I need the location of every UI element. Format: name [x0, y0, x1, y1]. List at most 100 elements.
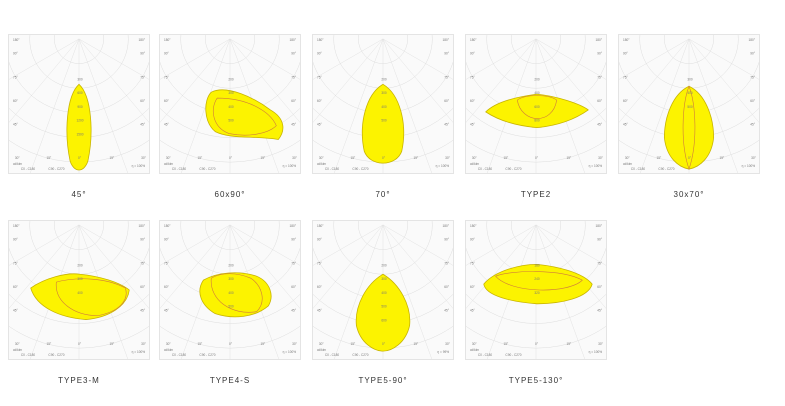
angle-label: 180° [139, 38, 146, 42]
grid-ray [688, 38, 739, 173]
legend-c0: C0 - C180 [631, 167, 646, 171]
legend-c90: C90 - C270 [658, 167, 674, 171]
grid-ray [535, 224, 586, 359]
grid-ray [382, 38, 433, 173]
polar-diagram: 200 300 400 500 600 180° 180° 90° 90° 75° 75° 60° 60… [312, 220, 454, 360]
angle-label: 90° [164, 52, 169, 56]
angle-label: 45° [444, 123, 449, 127]
legend-c0: C0 - C180 [21, 167, 36, 171]
grid-ray [313, 38, 384, 80]
unit-label: cd/klm [623, 162, 632, 166]
angle-label: 180° [164, 38, 171, 42]
angle-label: 30° [598, 156, 603, 160]
angle-label: 90° [470, 238, 475, 242]
grid-ray [535, 38, 606, 80]
unit-label: cd/klm [164, 348, 173, 352]
ring-value-label: 300 [381, 91, 386, 95]
grid-ray [78, 38, 149, 123]
grid-ray [229, 224, 300, 309]
ring-value-label: 400 [228, 105, 233, 109]
angle-label: 0° [535, 342, 539, 346]
beam-caption: TYPE5-90° [358, 376, 408, 385]
light-distribution-c0 [361, 83, 405, 164]
ring-value-label: 300 [381, 277, 386, 281]
grid-ray [78, 224, 129, 359]
polar-diagram: 300 400 500 180° 180° 90° 90° 75° 75° 60° 60° 45° 45… [618, 34, 760, 174]
grid-ray [78, 38, 129, 173]
grid-ray [619, 38, 690, 123]
grid-ray [313, 38, 384, 123]
angle-label: 15° [567, 342, 572, 346]
angle-label: 90° [13, 238, 18, 242]
angle-label: 30° [625, 156, 630, 160]
angle-label: 75° [470, 75, 475, 79]
angle-label: 45° [444, 309, 449, 313]
light-distribution-c0 [199, 272, 272, 318]
grid-ray [466, 38, 537, 123]
grid-ray [229, 224, 280, 359]
angle-label: 75° [470, 261, 475, 265]
grid-ray [382, 38, 453, 80]
angle-label: 75° [164, 75, 169, 79]
ring-value-label: 500 [381, 119, 386, 123]
angle-label: 60° [317, 285, 322, 289]
polar-diagram: 200 400 600 800 180° 180° 90° 90° 75° 75° 60° 60° 45… [465, 34, 607, 174]
ring-value-label: 600 [381, 319, 386, 323]
angle-label: 60° [164, 99, 169, 103]
angle-label: 30° [319, 342, 324, 346]
angle-label: 90° [623, 52, 628, 56]
angle-label: 45° [140, 309, 145, 313]
legend-c0: C0 - C180 [172, 353, 187, 357]
ring-value-label: 400 [77, 291, 82, 295]
angle-label: 15° [46, 342, 51, 346]
grid-ray [229, 224, 300, 266]
grid-ray [486, 38, 537, 173]
angle-label: 180° [290, 224, 297, 228]
grid-ray [180, 224, 231, 359]
angle-label: 180° [470, 38, 477, 42]
grid-ray [9, 38, 80, 80]
grid-ray [9, 224, 80, 309]
ring-value-label: 400 [534, 91, 539, 95]
angle-label: 30° [292, 342, 297, 346]
polar-svg: 200 400 600 800 180° 180° 90° 90° 75° 75° 60° 60° 45… [466, 35, 606, 173]
angle-label: 60° [597, 99, 602, 103]
angle-label: 90° [470, 52, 475, 56]
legend-c90: C90 - C270 [48, 167, 64, 171]
angle-label: 60° [470, 285, 475, 289]
angle-label: 90° [597, 52, 602, 56]
light-distribution-c90 [56, 278, 127, 316]
unit-label: cd/klm [13, 162, 22, 166]
legend-c0: C0 - C180 [21, 353, 36, 357]
angle-label: 75° [291, 261, 296, 265]
angle-label: 45° [317, 123, 322, 127]
angle-label: 15° [656, 156, 661, 160]
polar-svg: 200 300 400 180° 180° 90° 90° 75° 75° 60° 60° 45° 45… [9, 221, 149, 359]
ring-value-label: 400 [687, 91, 692, 95]
angle-label: 30° [445, 342, 450, 346]
angle-label: 15° [110, 156, 115, 160]
legend-c0: C0 - C180 [325, 167, 340, 171]
angle-label: 180° [290, 38, 297, 42]
angle-label: 0° [78, 342, 82, 346]
angle-label: 90° [750, 52, 755, 56]
beam-caption: TYPE2 [520, 190, 552, 199]
angle-label: 15° [350, 156, 355, 160]
grid-ray [466, 224, 537, 309]
angle-label: 30° [141, 156, 146, 160]
angle-label: 90° [597, 238, 602, 242]
grid-ray [466, 38, 537, 80]
angle-label: 45° [470, 309, 475, 313]
angle-label: 180° [749, 38, 756, 42]
angle-label: 45° [13, 123, 18, 127]
angle-label: 180° [164, 224, 171, 228]
ring-value-label: 500 [228, 119, 233, 123]
unit-label: cd/klm [317, 162, 326, 166]
grid-ray [382, 224, 453, 266]
angle-label: 0° [229, 156, 233, 160]
angle-label: 0° [382, 156, 386, 160]
grid-ray [160, 38, 231, 123]
efficiency-label: η = 100% [742, 164, 756, 168]
efficiency-label: η = 99% [437, 350, 449, 354]
grid-ray [160, 224, 231, 266]
